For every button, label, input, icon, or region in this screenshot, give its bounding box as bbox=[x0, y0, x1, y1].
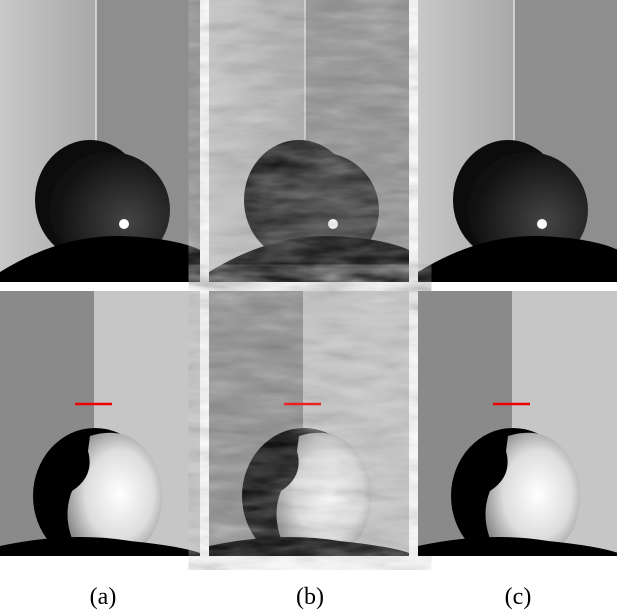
caption: (a) bbox=[3, 584, 203, 611]
caption: (b) bbox=[210, 584, 410, 611]
caption: (c) bbox=[418, 584, 617, 611]
figure: (a) (b) (c) bbox=[0, 0, 617, 614]
figure-images bbox=[0, 0, 617, 570]
